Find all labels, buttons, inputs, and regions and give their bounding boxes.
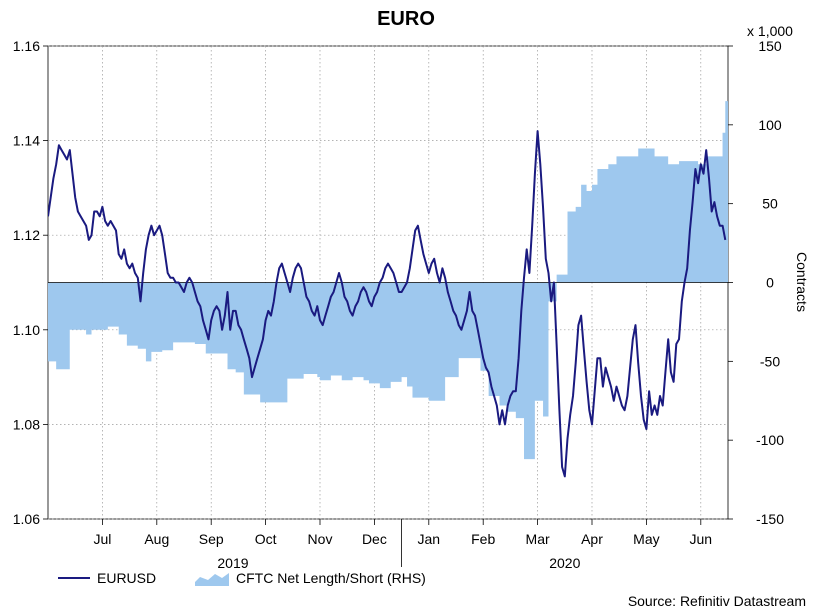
eurusd-line-series <box>48 130 727 478</box>
legend-cftc-label: CFTC Net Length/Short (RHS) <box>236 570 426 586</box>
x-month-label: May <box>633 531 659 547</box>
x-month-label: Mar <box>526 531 550 547</box>
x-month-label: Jul <box>93 531 111 547</box>
x-axis: Jul Aug Sep Oct Nov Dec Jan Feb Mar Apr May Jun 2019… <box>93 519 712 571</box>
left-axis: 1.06 1.08 1.10 1.12 1.14 1.16 <box>13 38 48 527</box>
right-tick-label: 0 <box>766 275 774 291</box>
legend-eurusd-label: EURUSD <box>97 570 156 586</box>
right-tick-label: -100 <box>756 432 784 448</box>
right-axis-title: Contracts <box>794 252 810 312</box>
chart-title: EURO <box>377 8 435 30</box>
x-month-label: Jan <box>418 531 441 547</box>
legend: EURUSD CFTC Net Length/Short (RHS) <box>58 570 426 586</box>
x-month-label: Oct <box>255 531 277 547</box>
right-tick-label: 50 <box>762 196 778 212</box>
source-note: Source: Refinitiv Datastream <box>628 593 806 609</box>
x-month-label: Sep <box>199 531 224 547</box>
x-year-label: 2019 <box>217 555 248 571</box>
legend-cftc-swatch <box>195 573 229 586</box>
left-tick-label: 1.08 <box>13 416 40 432</box>
right-tick-label: 150 <box>758 38 782 54</box>
x-month-label: Aug <box>144 531 169 547</box>
left-tick-label: 1.16 <box>13 38 40 54</box>
left-tick-label: 1.10 <box>13 322 40 338</box>
right-tick-label: 100 <box>758 117 782 133</box>
x-month-label: Dec <box>362 531 387 547</box>
left-tick-label: 1.06 <box>13 511 40 527</box>
x-month-label: Jun <box>690 531 713 547</box>
right-axis-multiplier: x 1,000 <box>747 23 793 39</box>
right-tick-label: -50 <box>760 353 780 369</box>
x-month-label: Apr <box>581 531 603 547</box>
x-month-label: Nov <box>308 531 333 547</box>
x-month-label: Feb <box>471 531 495 547</box>
left-tick-label: 1.12 <box>13 227 40 243</box>
left-tick-label: 1.14 <box>13 133 40 149</box>
cftc-area-series <box>48 101 728 460</box>
right-axis: -150 -100 -50 0 50 100 150 <box>728 38 784 527</box>
x-year-label: 2020 <box>549 555 580 571</box>
right-tick-label: -150 <box>756 511 784 527</box>
